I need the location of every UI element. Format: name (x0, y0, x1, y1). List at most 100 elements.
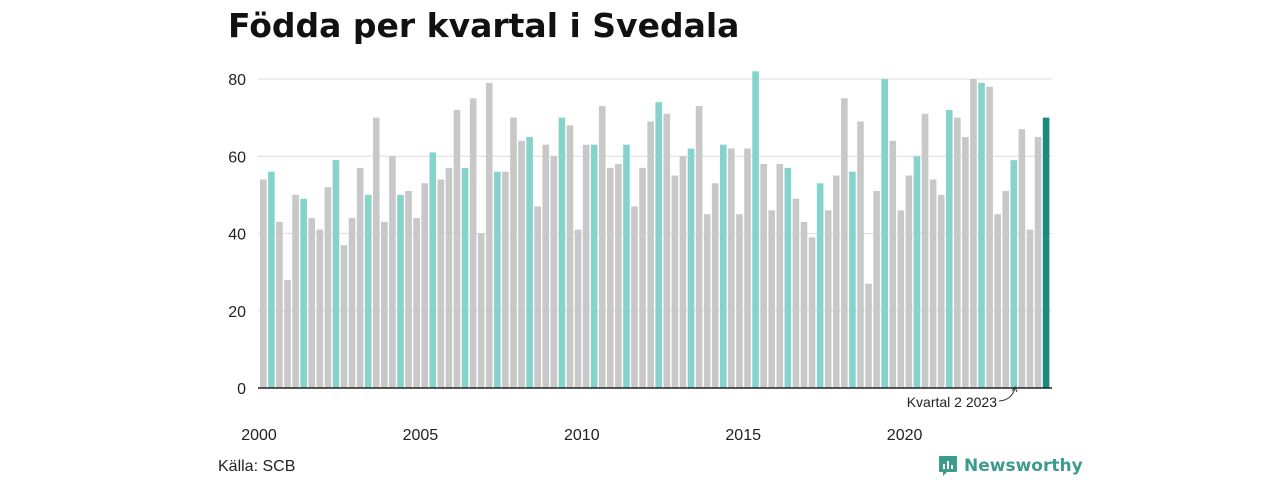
bar (372, 117, 380, 388)
y-tick-label: 20 (228, 304, 246, 321)
x-tick-label: 2015 (725, 427, 761, 444)
x-tick-label: 2020 (887, 427, 923, 444)
bar (703, 214, 711, 388)
newsworthy-logo-icon (939, 456, 957, 476)
bar (889, 140, 897, 388)
bar (905, 175, 913, 388)
bar-chart: 0 20 40 60 80 2000 2005 2010 2015 2020 Kvartal 2 2… (228, 71, 1052, 444)
bar (695, 106, 703, 388)
bar (590, 144, 598, 388)
bar (607, 167, 614, 388)
bar (260, 179, 267, 388)
bar (655, 102, 663, 389)
bar (1026, 229, 1034, 388)
bar (324, 187, 332, 388)
bar (542, 144, 550, 388)
bar (550, 156, 558, 388)
bar (921, 113, 929, 388)
bar (453, 109, 461, 389)
bar (631, 206, 638, 388)
bar (937, 194, 945, 388)
bar (623, 144, 630, 388)
bar (865, 283, 872, 388)
bar (598, 106, 606, 388)
y-tick-label: 80 (228, 72, 246, 89)
bar (945, 109, 953, 389)
bar (792, 198, 800, 388)
bar (1018, 129, 1026, 388)
bar (663, 113, 671, 388)
bar (784, 167, 792, 388)
bar (284, 279, 291, 388)
bar (477, 233, 485, 388)
bar (1042, 117, 1050, 388)
bar (994, 214, 1001, 388)
bar (340, 245, 348, 388)
bar (574, 229, 582, 388)
bar (800, 221, 808, 388)
bar (518, 140, 525, 388)
bar (857, 121, 864, 389)
bar (276, 221, 283, 388)
bar (816, 183, 824, 388)
bar (292, 194, 299, 388)
bar (364, 194, 372, 388)
annotation-arrowhead (1011, 385, 1018, 393)
annotation-label: Kvartal 2 2023 (907, 394, 997, 410)
bar (615, 163, 622, 388)
bar (300, 198, 307, 388)
bar (929, 179, 937, 388)
x-tick-label: 2000 (241, 427, 277, 444)
bar (768, 210, 776, 388)
bar (954, 117, 961, 388)
bar (582, 144, 590, 388)
bar (832, 175, 840, 388)
bar (502, 171, 509, 388)
bar (397, 194, 404, 388)
x-tick-label: 2005 (403, 427, 439, 444)
bar (356, 167, 364, 388)
bar (316, 229, 324, 388)
bar (381, 221, 388, 388)
bar (728, 148, 735, 388)
bar (841, 98, 848, 388)
bar (897, 210, 905, 388)
bar (1002, 191, 1010, 388)
bar (566, 125, 574, 388)
bar (744, 148, 751, 388)
bar (1010, 160, 1018, 388)
bar (970, 79, 977, 388)
bar (962, 136, 969, 388)
y-tick-label: 0 (237, 381, 246, 398)
bar (268, 171, 275, 388)
bar (639, 167, 646, 388)
bar (736, 214, 743, 388)
y-tick-label: 40 (228, 227, 246, 244)
bar (679, 156, 687, 388)
bar (913, 156, 921, 388)
bar (671, 175, 679, 388)
bar (429, 152, 437, 388)
bar (389, 156, 396, 388)
bar (348, 218, 356, 388)
bar (647, 121, 654, 389)
bar (526, 136, 533, 388)
brand-logo: Newsworthy (938, 455, 1083, 477)
bar (534, 206, 541, 388)
bar (494, 171, 501, 388)
bar (437, 179, 445, 388)
bar (405, 191, 412, 388)
bar (849, 171, 856, 388)
bar (687, 148, 695, 388)
brand-name: Newsworthy (964, 456, 1083, 476)
bar (824, 210, 832, 388)
chart-title: Födda per kvartal i Svedala (228, 6, 740, 45)
bar (1034, 136, 1042, 388)
bar (719, 144, 727, 388)
bar (461, 167, 469, 388)
bar (881, 79, 888, 388)
bar (711, 183, 719, 388)
bar (421, 183, 428, 388)
y-tick-label: 60 (228, 149, 246, 166)
bar (752, 71, 759, 389)
